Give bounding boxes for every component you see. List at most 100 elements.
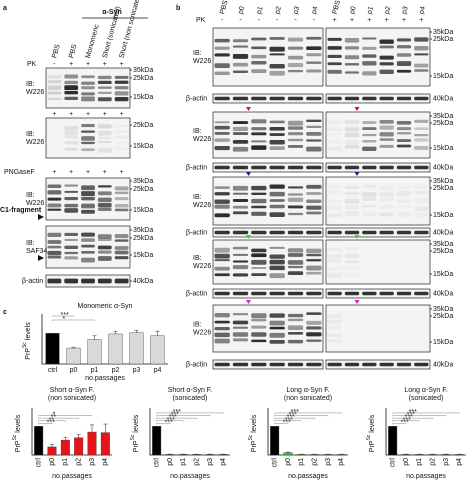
band (414, 199, 428, 203)
band (214, 273, 230, 277)
band (251, 313, 267, 319)
band (115, 148, 129, 150)
marker-label: 35kDa (433, 306, 453, 313)
band (306, 192, 322, 195)
band (97, 124, 112, 129)
blot (325, 162, 431, 173)
band (287, 186, 304, 189)
band (306, 253, 322, 257)
band (114, 91, 129, 96)
y-axis-label-part: PrP (25, 348, 32, 360)
band (379, 230, 394, 235)
band (327, 69, 342, 74)
band (114, 197, 129, 201)
band (64, 135, 79, 139)
bar (310, 454, 320, 456)
band (214, 186, 230, 189)
arrow (38, 255, 44, 261)
marker-label: 25kDa (133, 122, 153, 129)
band (47, 80, 62, 84)
band (328, 191, 342, 194)
band (64, 245, 79, 249)
loading-label: β-actin (22, 278, 43, 285)
band (232, 62, 249, 67)
significance-bracket (156, 415, 211, 417)
band (362, 212, 377, 217)
y-axis-label-part: PrP (133, 440, 140, 452)
band (47, 184, 62, 188)
band (47, 278, 62, 284)
band (269, 53, 285, 56)
significance-label: *** (287, 414, 295, 421)
band (97, 207, 112, 212)
band (306, 259, 322, 262)
marker-label: 40kDa (433, 95, 453, 102)
band (344, 362, 360, 367)
band (97, 191, 112, 196)
bar (388, 426, 398, 456)
x-tick-label: p1 (62, 458, 69, 466)
band (327, 62, 342, 66)
lane-label: PBS (219, 0, 229, 15)
significance-label: *** (403, 417, 411, 424)
band (232, 199, 249, 203)
x-tick-label: p0 (403, 458, 410, 466)
antibody-label: IB: (26, 192, 35, 199)
y-axis-label: PrPSc levels (22, 322, 32, 360)
loading-label: β-actin (186, 361, 207, 368)
band (396, 69, 412, 73)
band (214, 332, 230, 338)
band (64, 278, 79, 284)
significance-bracket (392, 423, 407, 425)
lane-label: p1 (366, 6, 375, 15)
band (414, 45, 429, 51)
band (344, 71, 360, 74)
significance-label: *** (169, 414, 177, 421)
band (114, 203, 129, 208)
band (269, 265, 285, 271)
band (251, 37, 267, 41)
band (327, 333, 342, 338)
band (114, 278, 129, 284)
band (114, 191, 129, 195)
blot (325, 176, 431, 226)
band (251, 325, 267, 329)
band (362, 37, 377, 40)
band (344, 96, 360, 101)
band (396, 362, 412, 367)
x-tick-label: p2 (76, 458, 83, 466)
band (214, 38, 230, 43)
blot (325, 27, 431, 87)
x-tick-label: p2 (430, 458, 437, 466)
marker-label: 15kDa (133, 143, 153, 150)
blot (212, 304, 324, 353)
band (396, 61, 412, 67)
band (362, 165, 377, 170)
band (251, 140, 267, 143)
y-axis-label: PrPSc levels (130, 414, 140, 452)
antibody-label: W226 (26, 89, 44, 96)
bar (129, 332, 144, 365)
x-tick-label: p3 (89, 458, 96, 466)
marker-label: 15kDa (433, 339, 453, 346)
band (214, 338, 230, 344)
significance-label: ** (49, 417, 55, 424)
band (232, 313, 249, 316)
band (269, 96, 285, 101)
band (327, 319, 342, 324)
band (97, 91, 112, 94)
band (251, 198, 267, 204)
band (306, 69, 322, 73)
significance-bracket (52, 315, 74, 317)
axis (149, 408, 230, 456)
significance-label: *** (165, 419, 173, 426)
lane-label: PBS (51, 43, 61, 59)
band (306, 199, 322, 203)
band (232, 291, 249, 296)
band (47, 97, 62, 100)
significance-label: *** (407, 412, 415, 419)
marker-label: 25kDa (433, 313, 453, 320)
lane-label: p0 (237, 6, 246, 15)
bar (87, 339, 102, 365)
treatment-value: + (103, 169, 107, 176)
